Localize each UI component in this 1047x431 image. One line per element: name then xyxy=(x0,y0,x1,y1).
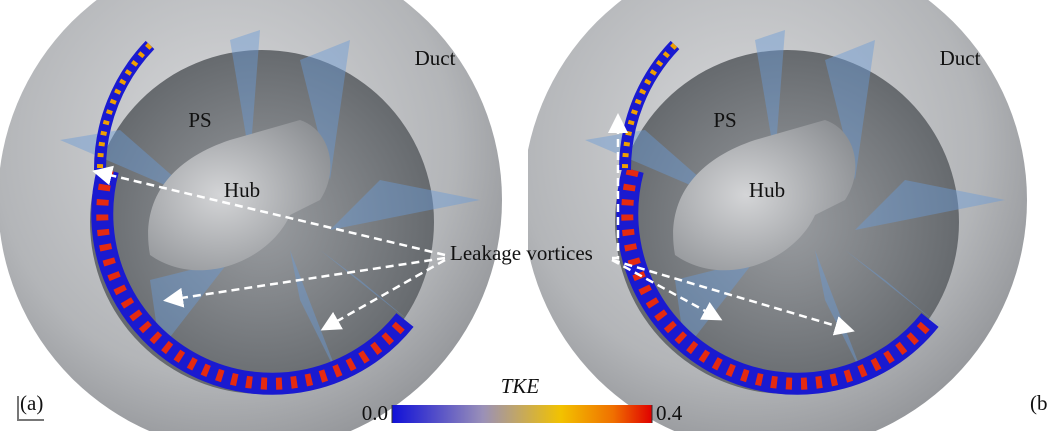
panel-hub: Hub xyxy=(224,178,260,202)
panel-ps: PS xyxy=(713,108,736,132)
panel-duct: Duct xyxy=(415,46,456,70)
colorbar-title: TKE xyxy=(501,374,540,398)
panel-tag: (b) xyxy=(1030,391,1047,415)
colorbar xyxy=(392,405,652,423)
annotation: Leakage vortices xyxy=(450,241,593,265)
figure: Leakage vortices TKE (a) Duct PS Hub (b) Duct… xyxy=(0,0,1047,431)
panel-duct: Duct xyxy=(940,46,981,70)
panel-hub: Hub xyxy=(749,178,785,202)
colorbar-tick-label: 0.4 xyxy=(656,401,683,425)
panel-ps: PS xyxy=(188,108,211,132)
panel-tag: (a) xyxy=(20,391,43,415)
colorbar-tick-label: 0.0 xyxy=(362,401,388,425)
